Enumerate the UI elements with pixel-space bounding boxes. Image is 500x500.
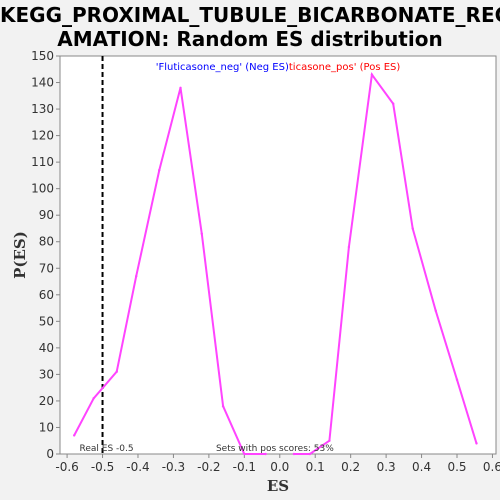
y-tick-label: 40	[39, 341, 54, 355]
y-tick-label: 150	[31, 49, 54, 63]
x-axis-label: ES	[267, 477, 289, 495]
data-point	[264, 452, 267, 456]
series-line-1	[73, 87, 266, 455]
x-tick-label: 0.0	[270, 460, 289, 474]
y-tick-label: 30	[39, 367, 54, 381]
plot-area	[59, 55, 497, 455]
data-point	[370, 73, 374, 76]
x-tick-label: 0.3	[377, 460, 396, 474]
data-point	[200, 232, 203, 235]
data-point	[434, 309, 437, 312]
data-point	[92, 397, 95, 400]
x-tick-label: 0.1	[306, 460, 325, 474]
x-tick-label: -0.3	[162, 460, 185, 474]
chart-title-line-1: KEGG_PROXIMAL_TUBULE_BICARBONATE_RECL	[0, 3, 500, 27]
y-tick-label: 20	[39, 394, 54, 408]
legend-entry-neg: 'Fluticasone_neg' (Neg ES)	[156, 62, 289, 73]
y-tick-label: 120	[31, 129, 54, 143]
y-tick-label: 10	[39, 420, 54, 434]
y-tick-label: 0	[46, 447, 54, 461]
x-tick-label: 0.5	[447, 460, 466, 474]
x-tick-label: -0.2	[197, 460, 220, 474]
data-point	[135, 275, 138, 278]
y-tick-label: 140	[31, 76, 54, 90]
y-tick-label: 100	[31, 182, 54, 196]
data-point	[158, 168, 161, 172]
series-line-2	[294, 71, 478, 455]
x-tick-label: 0.2	[341, 460, 360, 474]
y-tick-label: 50	[39, 314, 54, 328]
x-tick-label: 0.6	[483, 460, 500, 474]
pos-scores-annotation: Sets with pos scores: 53%	[216, 444, 334, 454]
data-point	[179, 86, 182, 90]
y-tick-label: 70	[39, 261, 54, 275]
y-axis-label: P(ES)	[11, 231, 29, 279]
y-tick-label: 80	[39, 235, 54, 249]
data-point	[328, 439, 331, 442]
data-point	[308, 452, 312, 456]
data-point	[392, 102, 395, 105]
y-tick-label: 110	[31, 155, 54, 169]
x-tick-label: -0.4	[126, 460, 149, 474]
y-tick-label: 60	[39, 288, 54, 302]
legend-entry-pos: ticasone_pos' (Pos ES)	[289, 62, 400, 73]
data-point	[455, 378, 459, 381]
x-tick-label: -0.5	[91, 460, 114, 474]
x-tick-label: 0.4	[412, 460, 431, 474]
data-point	[72, 434, 76, 437]
data-point	[475, 442, 478, 445]
data-point	[115, 370, 118, 373]
y-tick-label: 90	[39, 208, 54, 222]
y-tick-label: 130	[31, 102, 54, 116]
data-point	[243, 452, 246, 456]
data-point	[292, 452, 296, 456]
x-tick-label: -0.6	[55, 460, 78, 474]
x-tick-label: -0.1	[233, 460, 256, 474]
real-es-label: Real ES -0.5	[80, 444, 134, 454]
data-point	[411, 227, 414, 230]
data-point	[347, 245, 351, 249]
chart-title-line-2: AMATION: Random ES distribution	[57, 27, 443, 51]
data-point	[221, 405, 225, 408]
